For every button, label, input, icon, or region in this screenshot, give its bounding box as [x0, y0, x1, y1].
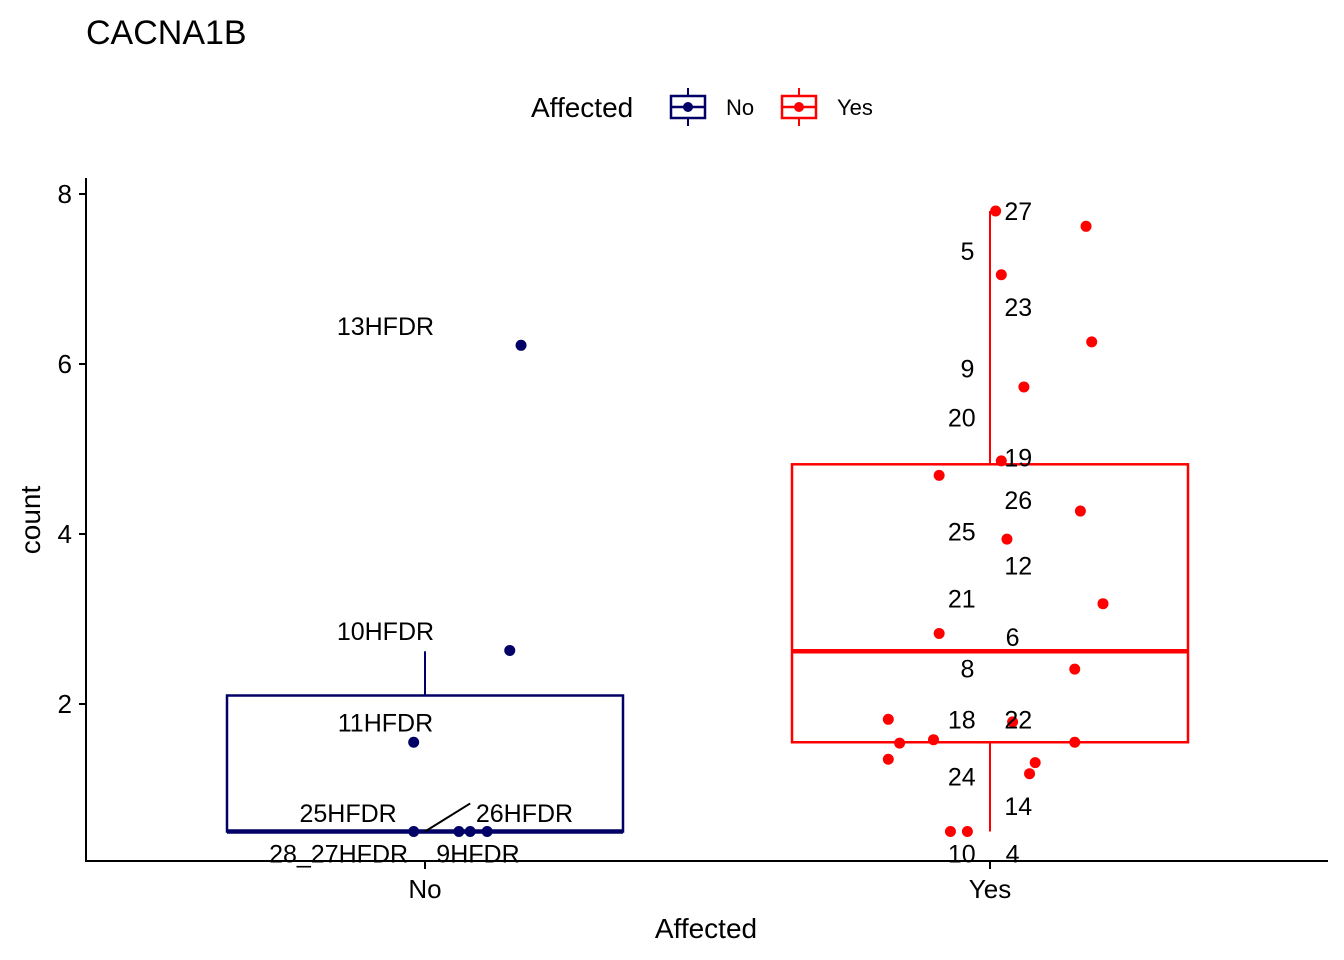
legend: Affected No Yes [531, 88, 873, 126]
point-label: 10 [948, 841, 976, 869]
box-no [225, 651, 625, 834]
data-point [515, 339, 527, 351]
y-ticks: 2 4 6 8 [58, 179, 86, 719]
data-point [933, 627, 945, 639]
data-point [995, 269, 1007, 281]
legend-label-no: No [726, 95, 754, 120]
data-point [882, 753, 894, 765]
y-tick-label: 2 [58, 689, 72, 719]
point-label: 27 [1004, 198, 1032, 226]
y-tick-label: 8 [58, 179, 72, 209]
box-rect [225, 694, 625, 833]
data-point [1029, 757, 1041, 769]
data-point [453, 826, 465, 837]
point-label: 5 [960, 238, 974, 266]
point-label: 24 [948, 763, 976, 791]
x-tick-label: Yes [969, 874, 1011, 904]
point-label: 8 [960, 655, 974, 683]
point-label: 22 [1004, 706, 1032, 734]
x-ticks: No Yes [408, 861, 1011, 904]
data-point [995, 455, 1007, 467]
point-label: 9 [960, 355, 974, 383]
y-tick-label: 6 [58, 349, 72, 379]
point-label: 26HFDR [476, 800, 573, 828]
data-point [1024, 768, 1036, 780]
data-point [1001, 533, 1013, 545]
data-point [1007, 716, 1019, 728]
data-point [481, 826, 493, 837]
data-point [894, 737, 906, 749]
data-point [408, 826, 420, 837]
data-point [961, 826, 973, 837]
point-label: 28_27HFDR [269, 841, 408, 869]
data-point [882, 713, 894, 725]
box-rect [790, 463, 1190, 744]
label-layer: 13HFDR 10HFDR 11HFDR 25HFDR 26HFDR 28_27HFDR 9… [269, 198, 1032, 869]
x-tick-label: No [408, 874, 441, 904]
point-label: 9HFDR [436, 841, 519, 869]
connector-layer [424, 802, 471, 833]
label-connector [424, 802, 471, 833]
x-axis-title: Affected [655, 913, 757, 944]
point-label: 4 [1006, 841, 1020, 869]
point-label: 25HFDR [300, 800, 397, 828]
point-label: 26 [1004, 487, 1032, 515]
y-axis-title: count [15, 486, 46, 555]
data-point [464, 826, 476, 837]
legend-key-no [669, 88, 707, 126]
data-point [408, 736, 420, 748]
point-label: 18 [948, 706, 976, 734]
legend-title: Affected [531, 92, 633, 123]
box-layer [225, 211, 1190, 834]
data-point [1097, 598, 1109, 610]
data-point [1069, 736, 1081, 748]
data-point [504, 644, 516, 656]
point-label: 6 [1006, 624, 1020, 652]
point-label: 25 [948, 518, 976, 546]
box-yes [790, 211, 1190, 832]
data-point [1069, 663, 1081, 675]
data-point [944, 826, 956, 837]
legend-label-yes: Yes [837, 95, 873, 120]
point-label: 11HFDR [338, 710, 433, 738]
data-point [928, 734, 939, 746]
point-label: 20 [948, 405, 976, 433]
point-layer [408, 205, 1109, 837]
data-point [1086, 336, 1098, 348]
data-point [1080, 220, 1092, 232]
chart-title: CACNA1B [86, 14, 247, 52]
point-label: 13HFDR [337, 313, 434, 341]
y-tick-label: 4 [58, 519, 72, 549]
point-label: 14 [1004, 793, 1032, 821]
point-label: 23 [1004, 294, 1032, 322]
data-point [933, 469, 945, 481]
point-label: 10HFDR [337, 618, 434, 646]
point-label: 21 [948, 586, 976, 614]
data-point [1074, 505, 1086, 517]
data-point [1018, 381, 1030, 393]
legend-key-yes [780, 88, 818, 126]
point-label: 12 [1004, 552, 1032, 580]
point-label: 19 [1004, 445, 1032, 473]
data-point [990, 205, 1002, 217]
